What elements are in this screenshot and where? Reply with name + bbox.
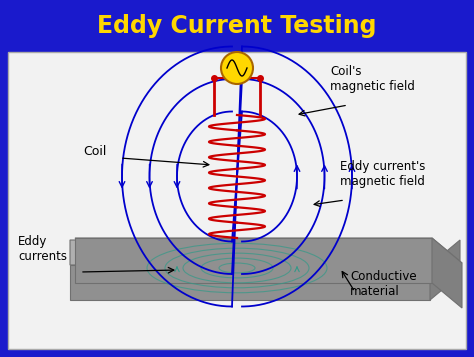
- Polygon shape: [70, 240, 460, 265]
- Text: Eddy
currents: Eddy currents: [18, 235, 67, 263]
- Polygon shape: [432, 238, 462, 308]
- Text: Coil's
magnetic field: Coil's magnetic field: [330, 65, 415, 93]
- Polygon shape: [430, 240, 460, 300]
- Text: Conductive
material: Conductive material: [350, 270, 417, 298]
- Text: Eddy current's
magnetic field: Eddy current's magnetic field: [340, 160, 425, 188]
- Polygon shape: [75, 238, 432, 283]
- Polygon shape: [75, 238, 462, 263]
- Text: Eddy Current Testing: Eddy Current Testing: [97, 14, 377, 38]
- Circle shape: [221, 52, 253, 84]
- Polygon shape: [70, 265, 430, 300]
- Text: Coil: Coil: [83, 145, 107, 158]
- Bar: [0, 0, 474, 50]
- Bar: [8, 52, 466, 349]
